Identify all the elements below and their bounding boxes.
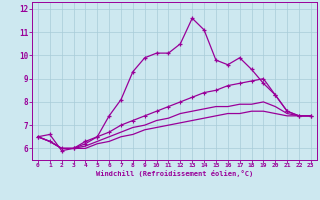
- X-axis label: Windchill (Refroidissement éolien,°C): Windchill (Refroidissement éolien,°C): [96, 170, 253, 177]
